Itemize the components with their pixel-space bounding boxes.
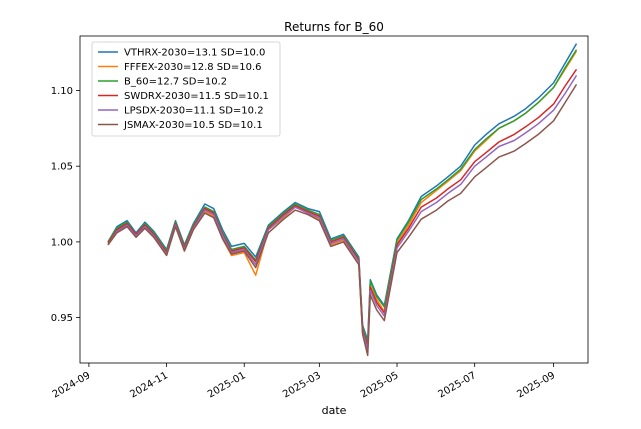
legend-entry-6: JSMAX-2030=10.5 SD=10.1 <box>123 120 263 131</box>
legend-entry-4: SWDRX-2030=11.5 SD=10.1 <box>124 91 269 102</box>
legend-entry-5: LPSDX-2030=11.1 SD=10.2 <box>124 106 264 117</box>
y-tick-label: 1.00 <box>51 237 73 248</box>
series-lines <box>107 43 578 357</box>
y-tick-label: 0.95 <box>51 313 73 324</box>
axes-frame <box>79 35 589 364</box>
x-axis-title: date <box>322 404 347 417</box>
legend-box <box>91 41 281 137</box>
legend-entry-2: FFFEX-2030=12.8 SD=10.6 <box>124 62 262 73</box>
series-line-6 <box>107 84 578 357</box>
legend: VTHRX-2030=13.1 SD=10.0 FFFEX-2030=12.8 S… <box>91 41 281 137</box>
chart-title: Returns for B_60 <box>284 20 384 34</box>
y-axis: 0.95 1.00 1.05 1.10 <box>51 86 80 324</box>
legend-entry-1: VTHRX-2030=13.1 SD=10.0 <box>124 48 265 59</box>
y-tick-label: 1.05 <box>51 162 73 173</box>
legend-entry-3: B_60=12.7 SD=10.2 <box>124 77 227 88</box>
y-tick-label: 1.10 <box>51 86 73 97</box>
